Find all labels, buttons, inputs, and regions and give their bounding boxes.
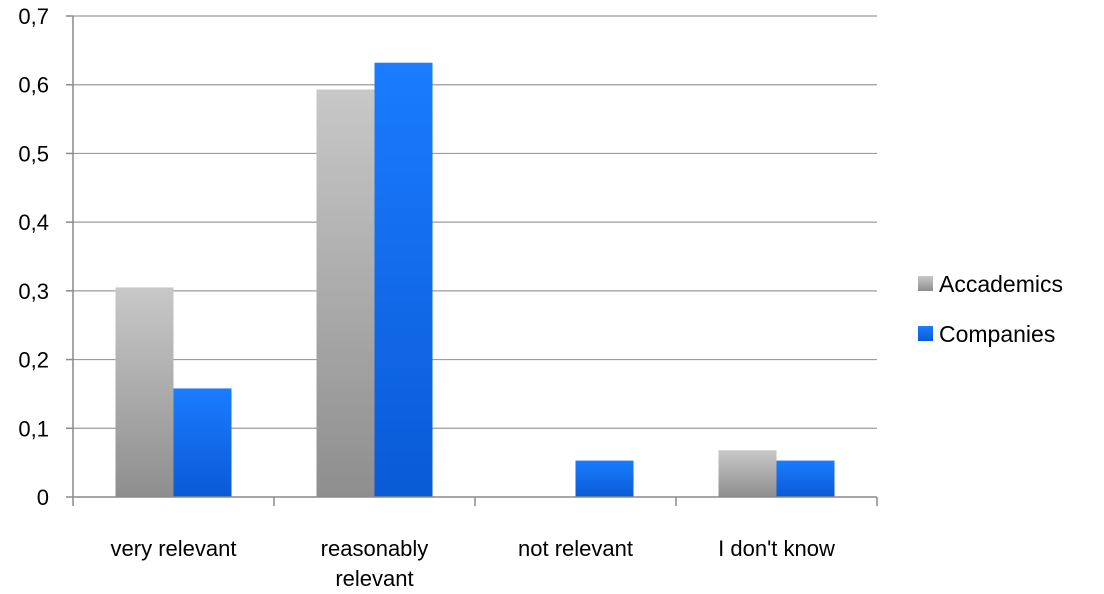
y-tick-label: 0,1 <box>18 416 49 441</box>
x-axis <box>66 15 878 506</box>
bar-companies-0 <box>173 388 232 497</box>
legend: Accademics Companies <box>918 271 1063 347</box>
bar-accademics-3 <box>718 450 777 497</box>
gridlines <box>73 15 877 429</box>
legend-label-accademics: Accademics <box>939 271 1063 297</box>
bar-companies-1 <box>374 62 433 498</box>
bar-companies-2 <box>575 460 634 497</box>
y-tick-label: 0,7 <box>18 4 49 29</box>
legend-swatch-companies <box>918 326 933 341</box>
x-category-label: very relevant <box>111 536 237 561</box>
y-tick-label: 0,4 <box>18 210 49 235</box>
x-category-labels: very relevant reasonably relevant not relev… <box>111 536 835 591</box>
y-tick-label: 0,5 <box>18 141 49 166</box>
x-category-label: reasonably relevant <box>321 536 429 591</box>
y-tick-label: 0,2 <box>18 348 49 373</box>
y-tick-labels: 0 0,1 0,2 0,3 0,4 0,5 0,6 0,7 <box>18 4 49 510</box>
x-category-label: I don't know <box>718 536 835 561</box>
y-tick-label: 0,3 <box>18 279 49 304</box>
y-tick-label: 0,6 <box>18 73 49 98</box>
bars <box>115 62 835 498</box>
bar-companies-3 <box>776 460 835 497</box>
legend-swatch-accademics <box>918 276 933 291</box>
x-category-label: not relevant <box>518 536 633 561</box>
y-tick-label: 0 <box>37 485 49 510</box>
bar-accademics-1 <box>316 89 375 497</box>
legend-label-companies: Companies <box>939 321 1055 347</box>
bar-accademics-0 <box>115 287 174 497</box>
